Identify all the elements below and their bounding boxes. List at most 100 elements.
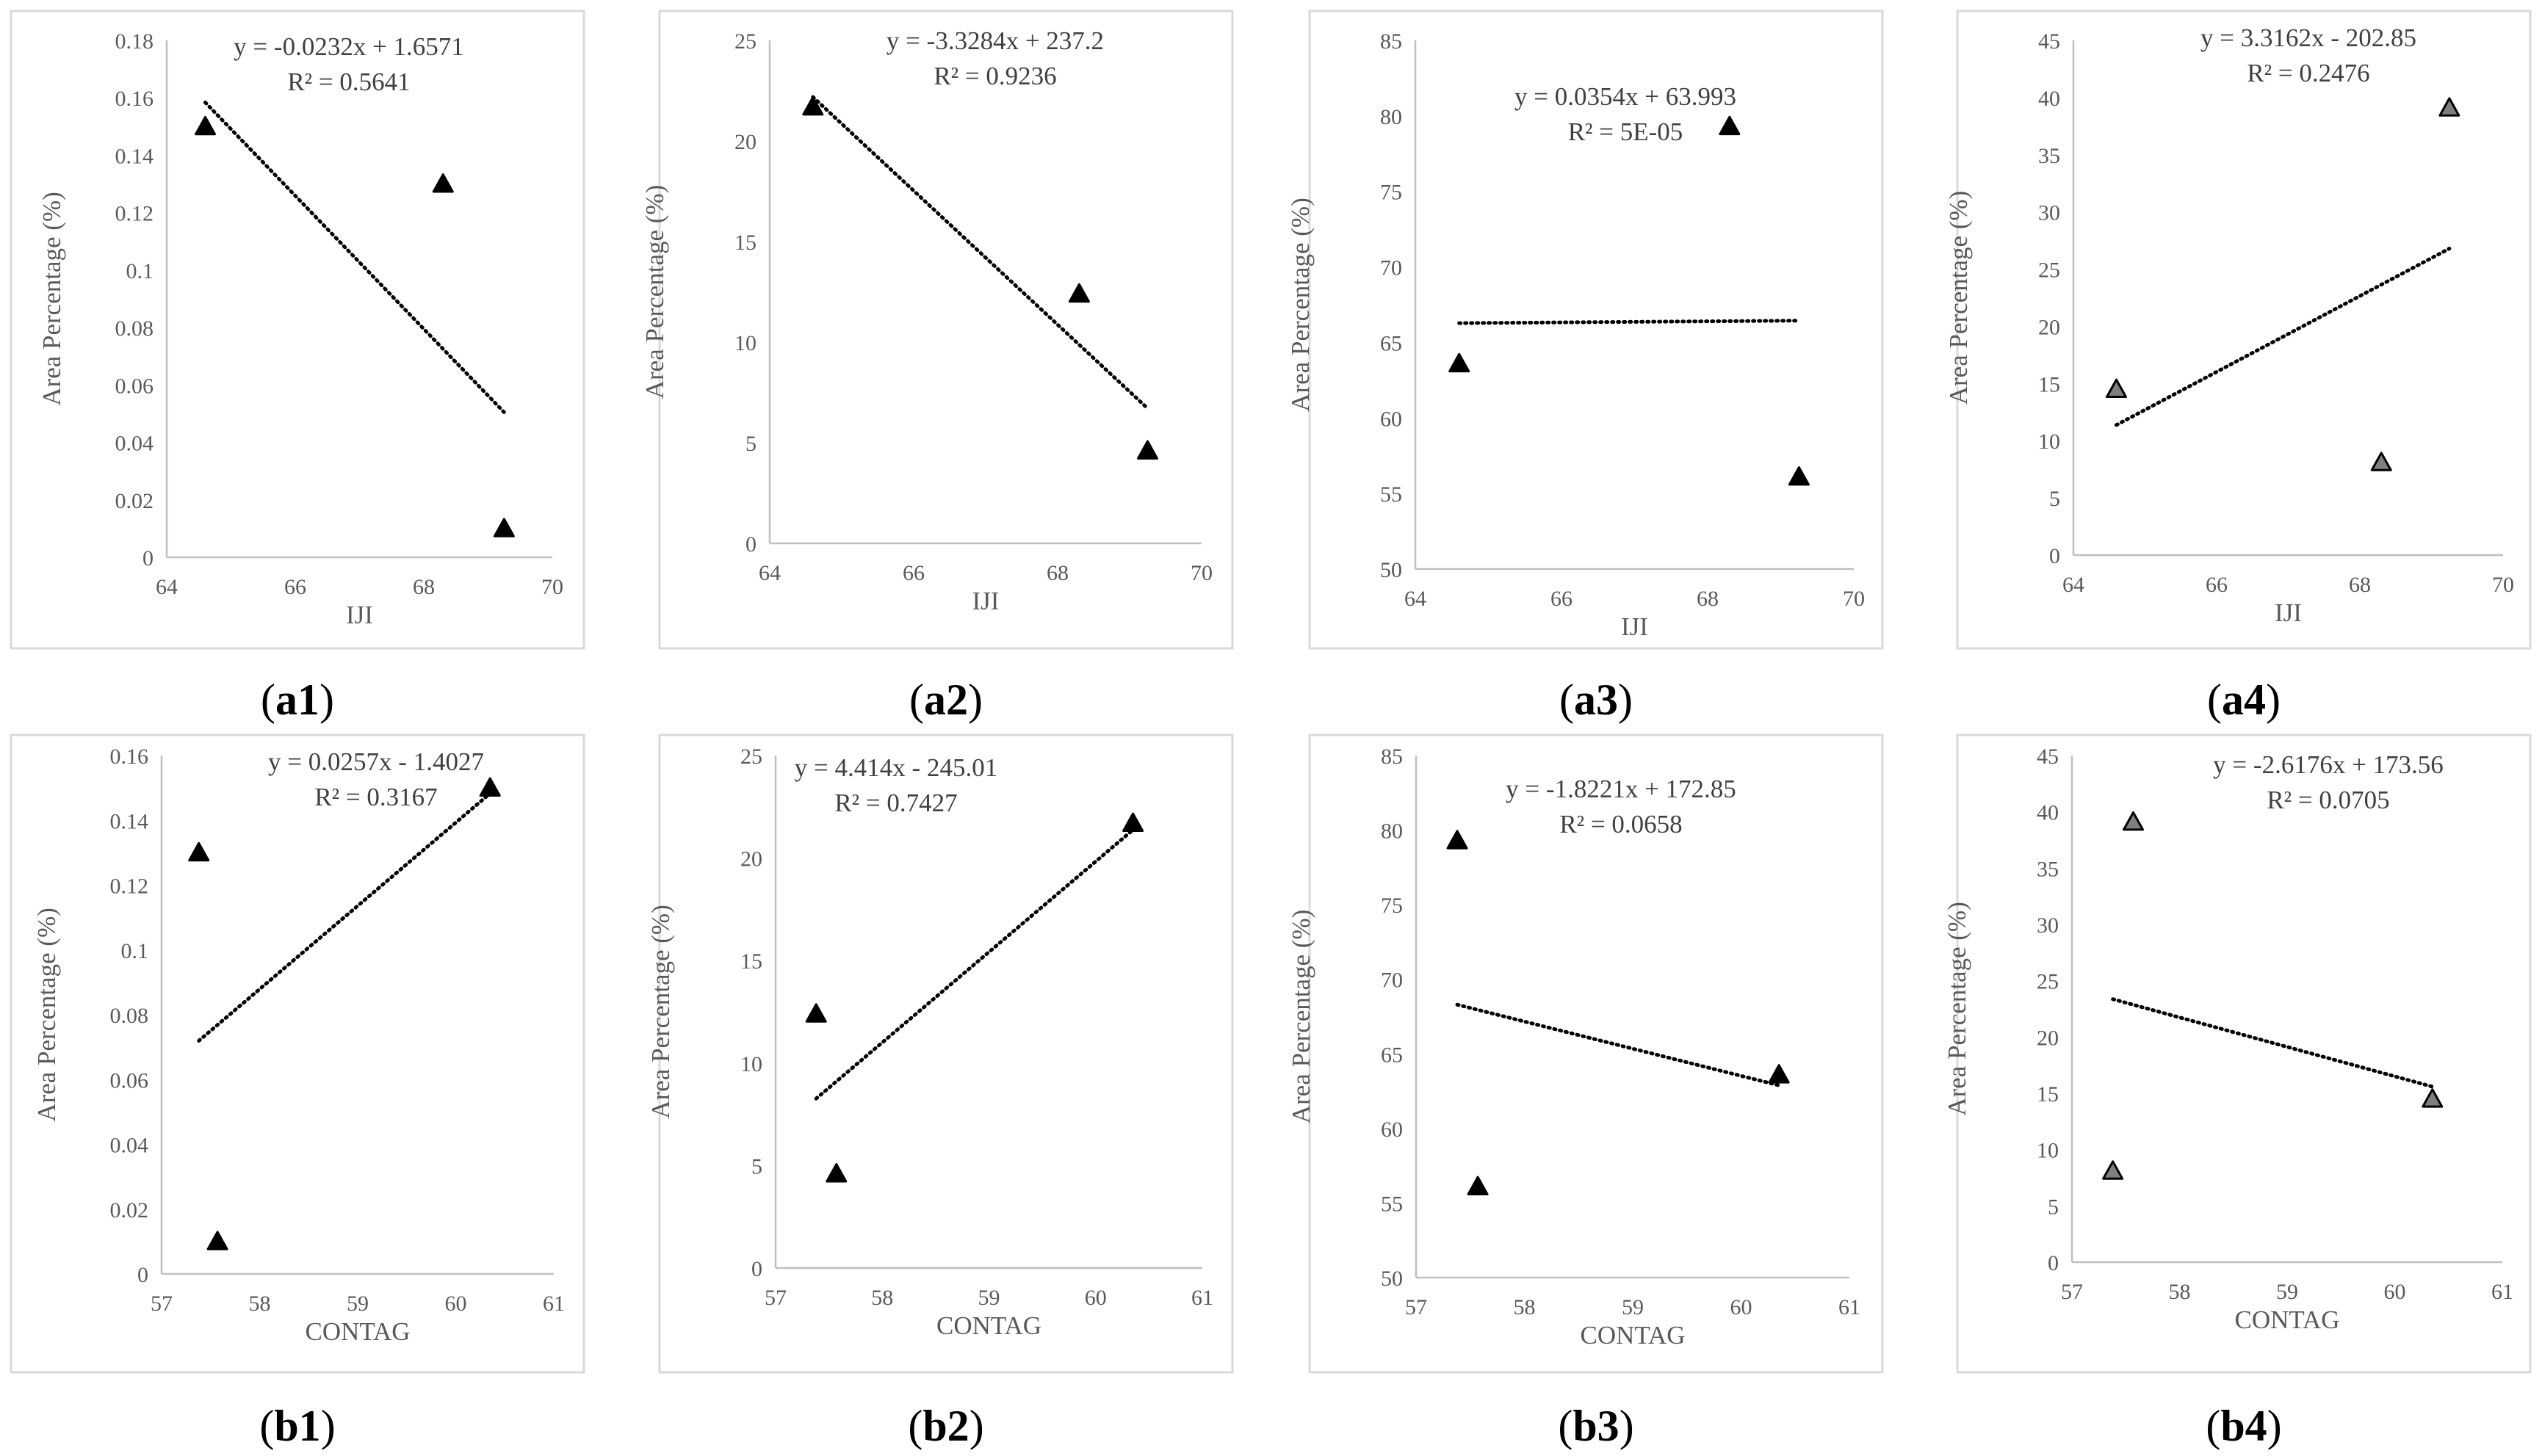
panel-caption: (a3): [1559, 676, 1633, 724]
panel-frame: [658, 10, 1234, 650]
y-tick-label: 0.14: [115, 144, 154, 168]
caption-close-paren: ): [1620, 1402, 1634, 1450]
y-tick-label: 5: [745, 432, 757, 456]
r-squared: R² = 0.0658: [1559, 810, 1682, 839]
y-tick-label: 0.06: [110, 1068, 149, 1093]
caption-open-paren: (: [908, 1402, 922, 1450]
trendline: [2111, 997, 2435, 1089]
data-point: [2438, 97, 2460, 117]
data-point: [1768, 1064, 1790, 1084]
x-tick-label: 59: [1622, 1295, 1644, 1319]
y-tick-label: 0: [137, 1263, 148, 1287]
y-tick-label: 20: [2038, 315, 2060, 339]
x-tick-label: 57: [151, 1292, 173, 1316]
y-tick-label: 5: [751, 1154, 762, 1178]
panel-frame: [10, 734, 585, 1374]
y-tick-label: 10: [734, 331, 757, 355]
y-tick-label: 50: [1381, 1267, 1403, 1291]
y-tick-label: 45: [2037, 745, 2059, 769]
x-axis-label: CONTAG: [2234, 1305, 2339, 1334]
caption-open-paren: (: [1559, 676, 1574, 724]
y-tick-label: 5: [2048, 1195, 2059, 1219]
x-tick-label: 70: [2492, 573, 2514, 597]
caption-id: a2: [924, 676, 968, 724]
x-tick-label: 66: [284, 575, 306, 599]
y-tick-label: 0.16: [110, 745, 149, 769]
x-tick-label: 58: [1514, 1295, 1536, 1319]
y-tick-label: 0.14: [110, 809, 149, 833]
y-tick-label: 0: [2048, 1251, 2059, 1275]
caption-close-paren: ): [2267, 1402, 2282, 1450]
data-point: [1137, 440, 1158, 460]
panel-caption: (a4): [2207, 676, 2281, 724]
caption-close-paren: ): [1618, 676, 1633, 724]
caption-close-paren: ): [321, 1402, 336, 1450]
x-axis-label: CONTAG: [936, 1311, 1041, 1340]
x-tick-label: 66: [2206, 573, 2228, 597]
y-tick-label: 0.1: [126, 259, 154, 283]
caption-close-paren: ): [970, 1402, 984, 1450]
panel-b4: 0 5 10 15 20 25 30 35 40 45 57 58 59 60 61 CONTAG Area P…: [1943, 734, 2532, 1450]
y-tick-label: 20: [2037, 1026, 2059, 1050]
trendline: [811, 95, 1149, 410]
panel-frame: [1956, 10, 2532, 650]
x-axis-label: IJI: [972, 587, 1000, 615]
data-point: [1122, 812, 1144, 833]
panel-a1: 0 0.02 0.04 0.06 0.08 0.1 0.12 0.14 0.16 0.18 64 66…: [10, 10, 585, 724]
trend-equation: y = -1.8221x + 172.85: [1506, 775, 1736, 803]
y-tick-label: 0: [2049, 544, 2060, 568]
y-tick-label: 0.1: [121, 939, 149, 963]
x-tick-label: 57: [1405, 1295, 1427, 1319]
data-point: [2123, 811, 2145, 831]
x-tick-label: 64: [156, 575, 178, 599]
y-tick-label: 15: [2038, 372, 2060, 396]
y-tick-label: 65: [1381, 1043, 1403, 1067]
y-tick-label: 70: [1380, 256, 1402, 280]
trendline: [2115, 247, 2452, 427]
r-squared: R² = 5E-05: [1568, 117, 1683, 146]
panel-caption: (a1): [261, 676, 334, 724]
x-tick-label: 60: [1730, 1295, 1752, 1319]
y-tick-label: 70: [1381, 968, 1403, 993]
x-axis-label: IJI: [1621, 612, 1648, 641]
y-tick-label: 25: [2038, 258, 2060, 283]
y-tick-label: 80: [1381, 819, 1403, 844]
trendline: [203, 101, 506, 414]
y-tick-label: 5: [2049, 487, 2060, 511]
y-tick-label: 0.12: [115, 202, 154, 226]
x-tick-label: 58: [2169, 1280, 2191, 1304]
data-point: [1788, 466, 1810, 486]
x-tick-label: 64: [759, 561, 781, 585]
caption-close-paren: ): [319, 676, 334, 724]
y-tick-label: 25: [734, 29, 757, 54]
r-squared: R² = 0.9236: [934, 62, 1056, 90]
panel-a3: 50 55 60 65 70 75 80 85 64 66 68 70 IJI Area Percenta…: [1286, 10, 1884, 724]
y-axis-label: Area Percentage (%): [1943, 902, 1971, 1115]
data-point: [206, 1231, 228, 1250]
trendline: [1455, 1002, 1781, 1087]
panel-b2: 0 5 10 15 20 25 57 58 59 60 61 CONTAG Area Percentag…: [646, 734, 1234, 1450]
y-tick-label: 0.02: [110, 1198, 149, 1223]
x-tick-label: 60: [1085, 1286, 1107, 1310]
y-tick-label: 10: [2037, 1139, 2059, 1163]
data-point: [1719, 115, 1741, 136]
x-tick-label: 64: [1404, 587, 1426, 611]
data-point: [1446, 830, 1468, 850]
y-tick-label: 55: [1381, 1192, 1403, 1216]
data-point: [2102, 1160, 2124, 1180]
trendline: [814, 827, 1135, 1101]
x-tick-label: 61: [2491, 1280, 2513, 1304]
trend-equation: y = 0.0354x + 63.993: [1514, 82, 1736, 111]
panel-caption: (a2): [909, 676, 983, 724]
r-squared: R² = 0.5641: [287, 68, 410, 96]
y-tick-label: 0.02: [115, 489, 154, 513]
panel-b3: 50 55 60 65 70 75 80 85 57 58 59 60 61 CONTAG Area Per…: [1287, 734, 1884, 1450]
y-tick-label: 0.12: [110, 874, 149, 899]
caption-open-paren: (: [2206, 1402, 2220, 1450]
data-point: [188, 841, 210, 862]
trendline: [197, 792, 492, 1043]
x-tick-label: 57: [2061, 1280, 2083, 1304]
data-point: [2370, 452, 2392, 471]
y-tick-label: 0.16: [115, 87, 154, 111]
